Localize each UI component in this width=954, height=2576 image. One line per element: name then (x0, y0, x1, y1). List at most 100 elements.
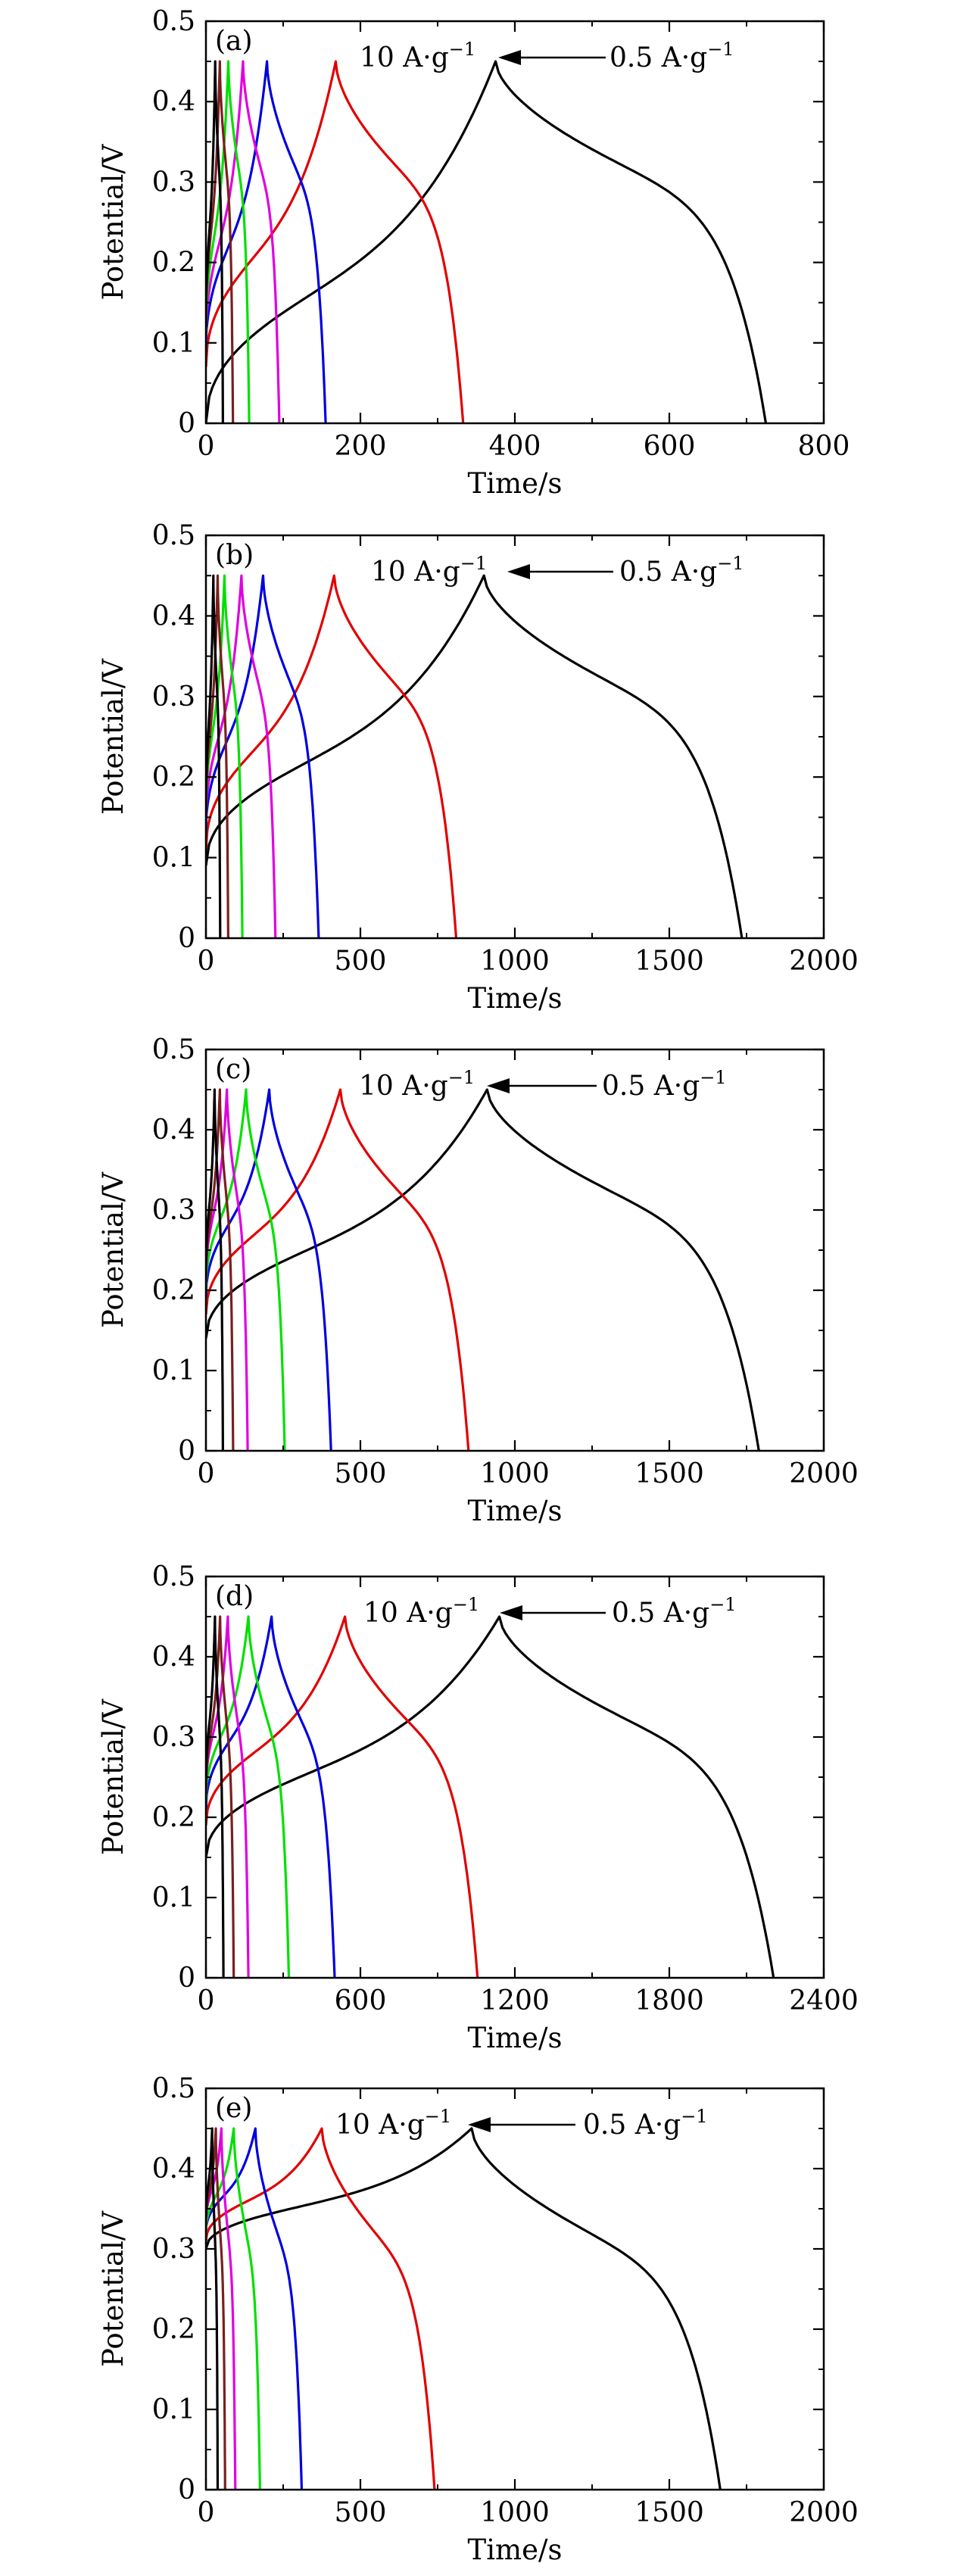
y-tick-label: 0.1 (152, 2394, 195, 2425)
x-tick-label: 0 (198, 1458, 215, 1489)
x-tick-label: 1200 (480, 1985, 550, 2016)
series-line-5 (206, 574, 244, 938)
y-tick-label: 0.5 (152, 6, 195, 37)
y-tick-label: 0.1 (152, 1355, 195, 1386)
annotation-high-rate: 10 A·g−1 (371, 553, 487, 588)
series-line-3 (206, 1615, 336, 1978)
y-axis-label: Potential/V (97, 2210, 129, 2367)
x-tick-label: 2000 (789, 946, 859, 977)
annotation-arrow-head (500, 1605, 522, 1620)
y-tick-label: 0.3 (152, 681, 195, 713)
y-tick-label: 0.1 (152, 843, 195, 874)
series-line-7 (206, 574, 222, 938)
chart-panel-c: 0 500 1000 1500 2000 0 0.1 0.2 0.3 0.4 0.5 Time/s Po… (97, 1034, 859, 1527)
annotation-low-rate: 0.5 A·g−1 (610, 39, 734, 73)
panel-label: (e) (215, 2093, 252, 2124)
x-tick-label: 500 (335, 2497, 387, 2528)
y-tick-label: 0.3 (152, 2234, 195, 2265)
series-line-1 (206, 1088, 760, 1451)
series-group (206, 574, 744, 938)
annotation-arrow-head (507, 564, 530, 579)
y-tick-label: 0.1 (152, 1882, 195, 1913)
series-group (206, 2127, 722, 2490)
series-line-6 (206, 1615, 235, 1978)
x-tick-label: 1000 (480, 946, 550, 977)
series-line-2 (206, 1088, 470, 1451)
series-line-7 (206, 1088, 224, 1451)
x-axis-label: Time/s (468, 2534, 563, 2566)
x-axis-label: Time/s (468, 1495, 563, 1527)
y-tick-label: 0.4 (152, 600, 195, 632)
x-tick-label: 200 (335, 431, 387, 462)
x-tick-label: 0 (198, 946, 215, 977)
x-tick-label: 400 (489, 431, 541, 462)
panel-label: (d) (215, 1581, 254, 1612)
y-tick-label: 0.2 (152, 248, 195, 279)
series-line-6 (206, 60, 235, 423)
x-tick-label: 600 (335, 1985, 387, 2016)
series-line-1 (206, 574, 744, 938)
y-tick-label: 0.3 (152, 1195, 195, 1226)
y-tick-label: 0.4 (152, 1115, 195, 1146)
series-line-3 (206, 2127, 304, 2490)
annotation-low-rate: 0.5 A·g−1 (612, 1594, 737, 1629)
annotation-high-rate: 10 A·g−1 (360, 39, 475, 73)
y-tick-label: 0 (178, 408, 195, 439)
chart-panel-d: 0 600 1200 1800 2400 0 0.1 0.2 0.3 0.4 0.5 Time/s Po… (97, 1561, 859, 2054)
y-tick-label: 0.4 (152, 1642, 195, 1673)
y-tick-label: 0.5 (152, 2073, 195, 2104)
chart-panel-b: 0 500 1000 1500 2000 0 0.1 0.2 0.3 0.4 0.5 Time/s Po… (97, 520, 859, 1015)
series-line-3 (206, 1088, 332, 1451)
x-tick-label: 2000 (789, 1458, 859, 1489)
x-tick-label: 1500 (634, 1458, 704, 1489)
y-tick-label: 0.4 (152, 2153, 195, 2185)
x-tick-label: 1500 (634, 2497, 704, 2528)
annotation-low-rate: 0.5 A·g−1 (619, 553, 744, 588)
y-tick-label: 0.2 (152, 762, 195, 793)
series-line-4 (206, 60, 281, 423)
series-line-6 (206, 1088, 235, 1451)
x-tick-label: 600 (644, 431, 696, 462)
series-line-7 (206, 1615, 225, 1978)
chart-panel-a: 0 200 400 600 800 0 0.1 0.2 0.3 0.4 0.5 Time/s Poten… (97, 6, 850, 500)
x-axis-label: Time/s (468, 2022, 563, 2054)
series-line-6 (206, 2127, 226, 2490)
chart-panel-e: 0 500 1000 1500 2000 0 0.1 0.2 0.3 0.4 0.5 Time/s Po… (97, 2073, 859, 2566)
x-tick-label: 2400 (789, 1985, 859, 2016)
series-group (206, 1088, 760, 1451)
series-line-6 (206, 574, 229, 938)
y-tick-label: 0.2 (152, 1802, 195, 1833)
series-line-2 (206, 2127, 436, 2490)
x-tick-label: 500 (335, 946, 387, 977)
x-tick-label: 800 (798, 431, 850, 462)
y-axis-label: Potential/V (97, 143, 129, 300)
x-tick-label: 1000 (480, 2497, 550, 2528)
panel-label: (c) (215, 1054, 251, 1085)
x-axis-label: Time/s (468, 467, 563, 500)
x-axis-label: Time/s (468, 982, 563, 1015)
panel-label: (a) (215, 26, 253, 57)
annotation-low-rate: 0.5 A·g−1 (583, 2106, 708, 2141)
series-line-1 (206, 1615, 775, 1978)
series-line-2 (206, 1615, 479, 1978)
y-axis-label: Potential/V (97, 1171, 129, 1328)
annotation-arrow-head (487, 1078, 510, 1093)
x-tick-label: 0 (198, 1985, 215, 2016)
annotation-high-rate: 10 A·g−1 (335, 2106, 451, 2141)
series-line-1 (206, 2127, 722, 2490)
series-line-4 (206, 2127, 261, 2490)
series-line-5 (206, 1615, 250, 1978)
series-group (206, 60, 768, 423)
y-tick-label: 0 (178, 1436, 195, 1467)
y-tick-label: 0.5 (152, 1561, 195, 1592)
annotation-arrow-head (498, 50, 521, 65)
panel-label: (b) (215, 540, 254, 571)
x-tick-label: 500 (335, 1458, 387, 1489)
annotation-low-rate: 0.5 A·g−1 (602, 1067, 727, 1102)
y-tick-label: 0.5 (152, 520, 195, 551)
series-line-5 (206, 60, 251, 423)
plot-frame (204, 20, 825, 425)
series-line-7 (206, 2127, 220, 2490)
x-tick-label: 0 (198, 431, 215, 462)
